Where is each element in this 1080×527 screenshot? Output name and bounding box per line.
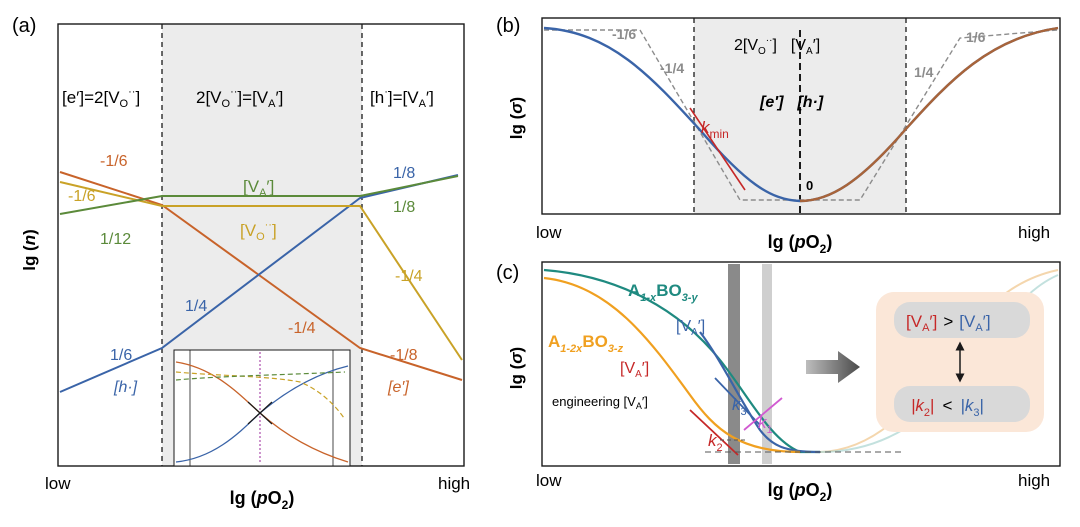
- slope-gold-right: -1/4: [395, 268, 423, 285]
- k1-label: k1: [758, 413, 773, 436]
- panel-b-slope-4: 1/4: [914, 64, 934, 80]
- slope-blue-right: 1/8: [393, 165, 415, 182]
- panel-a-x-high: high: [438, 474, 470, 493]
- transition-arrow: [806, 351, 860, 383]
- electron-label: [e′]: [387, 379, 409, 396]
- formula-a1x: A1-xBO3-y: [628, 281, 698, 304]
- regime-mid-title: 2[VO··]=[VA′]: [196, 86, 283, 110]
- va-blue-label: [VA′]: [676, 318, 705, 338]
- panel-c-x-high: high: [1018, 471, 1050, 490]
- panel-b-slope-1: -1/6: [612, 26, 636, 42]
- panel-b-frame: [541, 17, 1061, 215]
- inset-plot: [173, 349, 351, 467]
- slope-blue-left: 1/6: [110, 347, 132, 364]
- comparison-bottom-text: |k2| < |k3|: [911, 396, 984, 419]
- va-red-label: [VA′]: [620, 360, 649, 380]
- panel-c: (c) A1-xBO3-y A1-2xBO3-z [VA′] [VA′] eng…: [496, 261, 1061, 504]
- panel-b-x-low: low: [536, 223, 562, 242]
- panel-c-band-light: [762, 264, 772, 464]
- inset-tangent-2: [247, 401, 273, 425]
- panel-c-label: (c): [496, 262, 519, 284]
- panel-b-x-high: high: [1018, 223, 1050, 242]
- kmin-tangent: [689, 107, 746, 191]
- electron-line: [59, 171, 463, 381]
- slope-green-left: 1/12: [100, 231, 131, 248]
- inset-frame: [173, 349, 351, 467]
- inset-va-curve: [175, 371, 346, 381]
- panel-a-ylabel: lg (n): [20, 229, 39, 271]
- panel-b: (b) -1/6 -1/4 1/6 1/4 0 2[VO··] [VA′] [e′…: [496, 15, 1061, 256]
- vo-label: [VO··]: [240, 219, 277, 243]
- panel-b-zero: 0: [806, 178, 813, 193]
- kmin-label: kmin: [701, 118, 729, 141]
- comparison-top-text: [VA′] > [VA′]: [906, 312, 991, 334]
- panel-b-regime-title: 2[VO··] [VA′]: [734, 35, 820, 57]
- slope-orange-right: -1/8: [390, 347, 418, 364]
- panel-b-label: (b): [496, 15, 520, 37]
- regime-right-title: [h·]=[VA′]: [370, 86, 434, 110]
- panel-c-band-dark: [728, 264, 740, 464]
- panel-c-x-low: low: [536, 471, 562, 490]
- hole-label: [h·]: [113, 379, 138, 396]
- slope-blue-mid: 1/4: [185, 298, 207, 315]
- formula-a12x: A1-2xBO3-z: [548, 332, 624, 355]
- panel-b-shade: [694, 18, 906, 214]
- comparison-pill-bottom: [894, 386, 1030, 422]
- slope-green-right: 1/8: [393, 199, 415, 216]
- slope-gold-left: -1/6: [68, 188, 96, 205]
- va-line: [59, 175, 459, 215]
- panel-b-ylabel: lg (σ): [507, 97, 526, 139]
- vo-line: [59, 181, 463, 361]
- panel-b-slope-3: 1/6: [966, 29, 986, 45]
- panel-b-eh-title: [e′] [h·]: [759, 94, 824, 111]
- inset-vo-curve: [175, 371, 345, 419]
- panel-c-ylabel: lg (σ): [507, 347, 526, 389]
- k3-tangent: [714, 377, 761, 426]
- panel-a: (a) [e′]=2[VO··] 2[VO··]=[VA′] [h·]=[VA′…: [12, 15, 470, 512]
- panel-c-curve-blue: [699, 331, 821, 454]
- comparison-pill-top: [894, 302, 1030, 338]
- panel-c-frame: [541, 261, 1061, 467]
- engineering-label: engineering [VA′]: [552, 394, 648, 411]
- panel-a-label: (a): [12, 15, 36, 37]
- k1-tangent: [743, 397, 783, 431]
- panel-b-slope-2: -1/4: [660, 60, 684, 76]
- panel-c-curve-orange: [543, 276, 801, 454]
- va-label: [VA′]: [243, 177, 274, 199]
- slope-orange-mid: -1/4: [288, 320, 316, 337]
- panel-c-curve-teal: [543, 268, 820, 454]
- k2-label: k2: [708, 431, 723, 454]
- k2-tangent: [689, 409, 739, 456]
- panel-b-xlabel: lg (pO2): [768, 232, 833, 256]
- panel-a-xlabel: lg (pO2): [230, 488, 295, 512]
- panel-a-x-low: low: [45, 474, 71, 493]
- panel-c-xlabel: lg (pO2): [768, 480, 833, 504]
- panel-b-curve-right: [799, 26, 1059, 203]
- slope-orange-left: -1/6: [100, 153, 128, 170]
- k3-label: k3: [732, 395, 747, 418]
- regime-left-title: [e′]=2[VO··]: [62, 86, 140, 110]
